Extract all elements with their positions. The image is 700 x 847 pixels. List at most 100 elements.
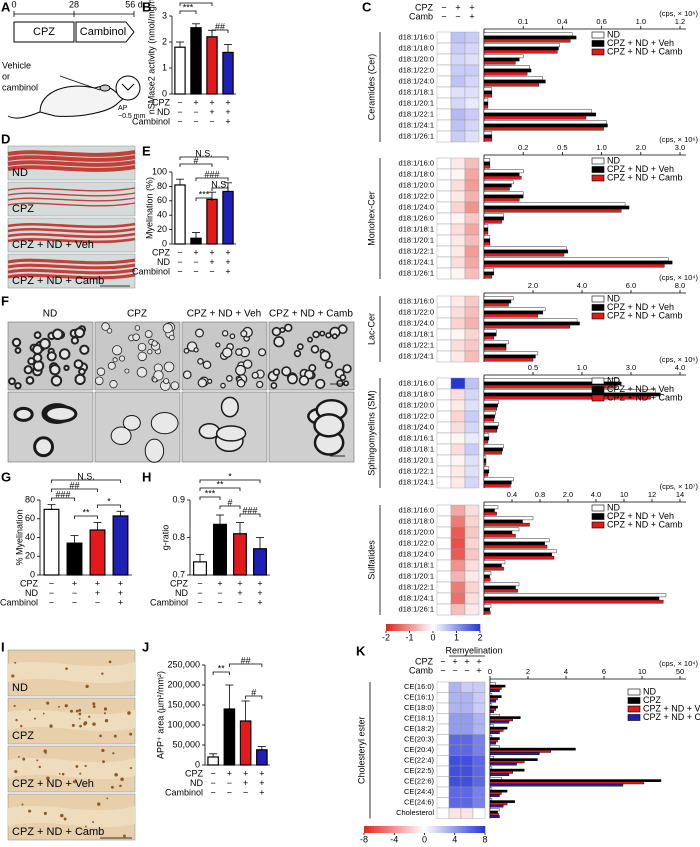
app-deposit: [43, 811, 47, 815]
heatmap-cell: [460, 723, 474, 735]
heatmap-cell: [436, 755, 450, 767]
column-header-sign: +: [476, 665, 481, 675]
axon: [207, 378, 213, 384]
row-label: d18:1/16:0: [399, 158, 434, 167]
bar: [489, 781, 645, 785]
axon: [162, 323, 173, 334]
bar: [193, 561, 208, 576]
bar: [483, 49, 558, 54]
axon: [96, 367, 106, 376]
bar: [190, 27, 202, 95]
colorbar-step: [391, 826, 395, 833]
colorbar-tick-label: 1: [454, 632, 459, 642]
significance-bracket: [179, 2, 213, 6]
phase-label: Cambinol: [80, 26, 126, 38]
condition-sign: +: [118, 597, 123, 607]
row-label: d18:1/22:1: [399, 109, 434, 118]
app-deposit: [20, 724, 23, 728]
bar: [174, 184, 186, 245]
colorbar-step: [433, 624, 436, 631]
legend-label: CPZ + ND + Veh: [643, 703, 700, 713]
heatmap-cell: [436, 702, 450, 714]
condition-sign: −: [72, 588, 77, 598]
column-header-sign: −: [464, 665, 469, 675]
y-axis-label: g-ratio: [160, 525, 170, 551]
heatmap-cell: [460, 734, 474, 746]
axon: [319, 330, 326, 337]
colorbar-tick-label: 2: [477, 632, 482, 642]
myelin-band: [7, 165, 136, 172]
axon: [101, 322, 110, 331]
row-label: d18:1/20:1: [399, 235, 434, 244]
heatmap-cell: [436, 526, 452, 539]
axon: [258, 348, 267, 357]
bar: [489, 699, 496, 703]
condition-sign: +: [95, 588, 100, 598]
bar: [489, 689, 500, 692]
image-label: ND: [12, 167, 28, 179]
app-deposit: [15, 718, 18, 722]
significance-bracket: [51, 497, 75, 501]
legend-swatch: [591, 174, 605, 182]
bar: [206, 198, 218, 245]
row-label: d18:1/16:0: [399, 378, 434, 387]
axon: [50, 374, 63, 387]
app-deposit: [78, 708, 82, 712]
x-tick-label: 50: [676, 667, 684, 676]
axon: [46, 351, 57, 362]
bar: [489, 726, 508, 730]
row-label: d18:1/18:1: [399, 224, 434, 233]
legend-label: CPZ + ND + Camb: [607, 392, 683, 402]
app-deposit: [28, 809, 32, 813]
bar: [483, 109, 593, 114]
heatmap-cell: [436, 328, 452, 341]
myelin-band: [7, 197, 136, 202]
colorbar-step: [454, 826, 458, 833]
colorbar-step: [434, 826, 438, 833]
bar: [489, 747, 576, 751]
bar: [483, 134, 493, 139]
colorbar-step: [472, 826, 476, 833]
axon: [287, 373, 298, 385]
heatmap-cell: [460, 744, 474, 756]
row-label: d18:1/24:0: [399, 202, 434, 211]
heatmap-cell: [450, 42, 466, 55]
image-label: CPZ + ND + Veh: [12, 778, 94, 790]
bar: [489, 720, 510, 724]
row-label: CE(22:5): [404, 766, 435, 775]
heatmap-cell: [464, 212, 480, 225]
bar: [483, 104, 489, 109]
column-header-sign: +: [464, 656, 469, 666]
heatmap-cell: [460, 755, 474, 767]
myelin-band: [7, 232, 136, 239]
row-label: d18:1/22:0: [399, 191, 434, 200]
colorbar-step: [389, 826, 393, 833]
row-label: d18:1/20:1: [399, 455, 434, 464]
axon: [236, 379, 246, 388]
bar: [483, 68, 532, 73]
axon: [272, 368, 281, 376]
bar: [483, 38, 571, 43]
heatmap-cell: [436, 267, 452, 280]
y-axis-label: nSMase2 activity (nmol/mg/h): [146, 0, 156, 114]
x-tick-label: 4: [564, 667, 568, 676]
bar: [489, 737, 500, 740]
significance-label: ##: [241, 655, 251, 665]
bar: [483, 436, 490, 441]
axon: [94, 376, 104, 386]
axon: [343, 380, 350, 387]
legend-swatch: [627, 705, 641, 713]
app-deposit: [127, 711, 131, 715]
heatmap-cell: [450, 537, 466, 550]
bar: [489, 705, 498, 709]
axon: [197, 378, 208, 388]
condition-sign: −: [177, 97, 182, 107]
colorbar-step: [466, 624, 469, 631]
axon: [312, 330, 320, 339]
app-deposit: [58, 705, 60, 708]
colorbar-step: [459, 826, 463, 833]
bar: [223, 708, 236, 766]
legend-swatch: [591, 521, 605, 529]
heatmap-cell: [460, 713, 474, 725]
colorbar-step: [458, 624, 461, 631]
